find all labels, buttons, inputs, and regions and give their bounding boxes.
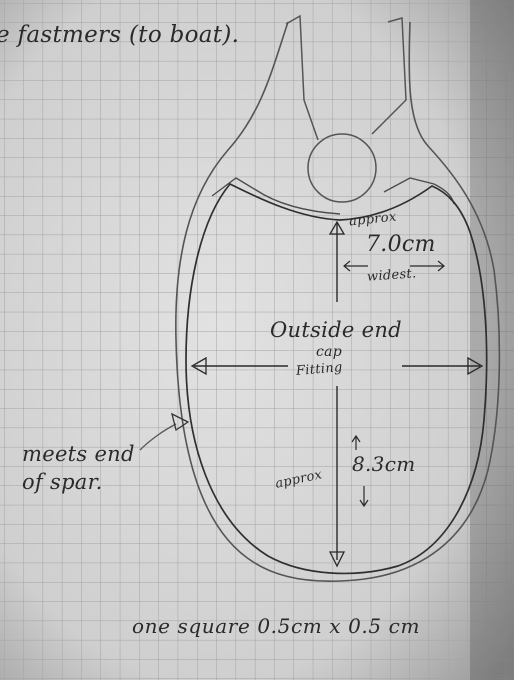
cap-outline — [185, 182, 488, 575]
width-arrow-right — [467, 356, 484, 376]
of-spar-label: of spar. — [22, 470, 103, 494]
edge-shadow — [470, 0, 514, 680]
height-arrow-top — [328, 220, 346, 235]
width-measurement: 7.0cm — [366, 232, 436, 257]
widest-arrows — [343, 260, 445, 272]
fasteners-note: e fastmers (to boat). — [0, 22, 240, 48]
spar-leader-line — [139, 423, 177, 451]
meets-end-label: meets end — [22, 442, 135, 466]
cap-label: cap — [316, 344, 343, 360]
knob-circle — [307, 133, 377, 203]
stem-prongs — [285, 14, 407, 141]
height-label-arrows — [351, 434, 369, 508]
outside-end-label: Outside end — [270, 318, 402, 342]
spar-marker — [171, 412, 190, 432]
outer-outline — [175, 21, 501, 582]
width-arrow-left — [190, 356, 207, 376]
height-measurement: 8.3cm — [352, 452, 416, 476]
scale-note: one square 0.5cm x 0.5 cm — [132, 614, 421, 638]
height-arrow-bottom — [328, 551, 346, 568]
